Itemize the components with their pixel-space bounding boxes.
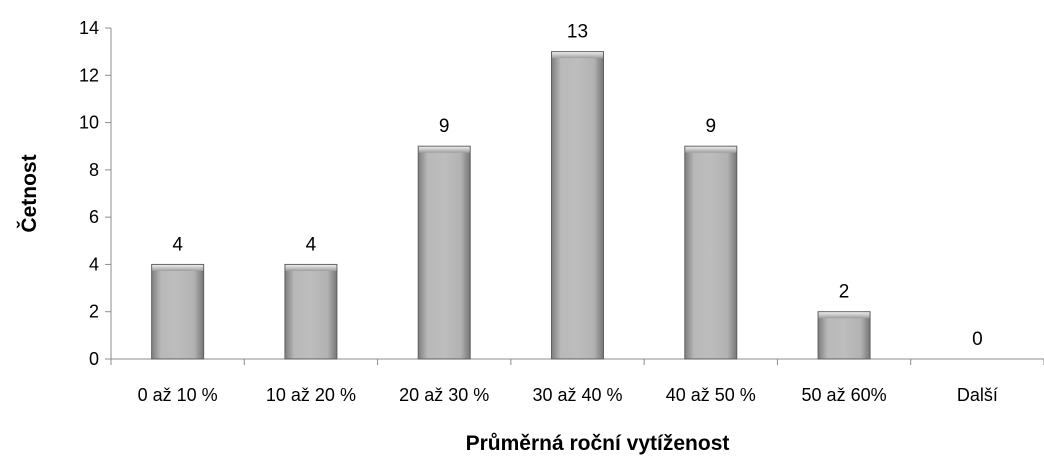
bar-cap — [418, 146, 470, 153]
axes: 0 2 4 6 8 10 12 14 — [79, 18, 1044, 369]
labels: 0 až 10 % 10 až 20 % 20 až 30 % 30 až 40 % 4… — [138, 22, 998, 405]
bar-body — [284, 263, 338, 360]
data-label: 4 — [306, 234, 317, 255]
bar — [151, 263, 205, 360]
x-tick-label: 30 až 40 % — [532, 385, 622, 405]
x-tick-label: 50 až 60% — [802, 385, 887, 405]
y-tick-label: 10 — [79, 113, 99, 133]
bar — [551, 51, 604, 360]
data-label: 0 — [972, 329, 983, 350]
y-tick-label: 0 — [89, 349, 99, 369]
bar-body — [551, 51, 604, 360]
y-tick-label: 4 — [89, 254, 99, 274]
x-axis-title: Průměrná roční vytíženost — [466, 432, 730, 455]
data-label: 2 — [839, 282, 850, 303]
x-axis-title-text: Průměrná roční vytíženost — [466, 432, 730, 455]
bar-cap — [552, 52, 603, 59]
x-tick-label: 40 až 50 % — [666, 385, 756, 405]
bar — [417, 145, 471, 360]
y-tick-label: 12 — [79, 65, 99, 85]
bar-body — [417, 145, 471, 360]
bar — [284, 263, 338, 360]
y-tick-label: 14 — [79, 18, 99, 38]
bar-cap — [818, 312, 870, 319]
bar-body — [684, 145, 738, 360]
data-label: 9 — [705, 116, 716, 137]
data-label: 4 — [172, 234, 183, 255]
y-tick-label: 2 — [89, 302, 99, 322]
bar — [817, 311, 871, 360]
x-tick-label: 20 až 30 % — [399, 385, 489, 405]
y-tick-label: 8 — [89, 160, 99, 180]
bar-cap — [152, 264, 204, 271]
y-axis-title-text: Četnost — [17, 154, 41, 232]
data-label: 9 — [439, 116, 450, 137]
bar-cap — [685, 146, 737, 153]
bar-body — [151, 263, 205, 360]
x-tick-label: 0 až 10 % — [138, 385, 218, 405]
data-label: 13 — [567, 22, 588, 43]
x-tick-label: Další — [957, 385, 998, 405]
bars — [151, 51, 871, 360]
bar-body — [817, 311, 871, 360]
bar-cap — [285, 264, 337, 271]
y-axis-title: Četnost — [17, 154, 41, 232]
bar — [684, 145, 738, 360]
x-tick-label: 10 až 20 % — [266, 385, 356, 405]
y-tick-label: 6 — [89, 207, 99, 227]
